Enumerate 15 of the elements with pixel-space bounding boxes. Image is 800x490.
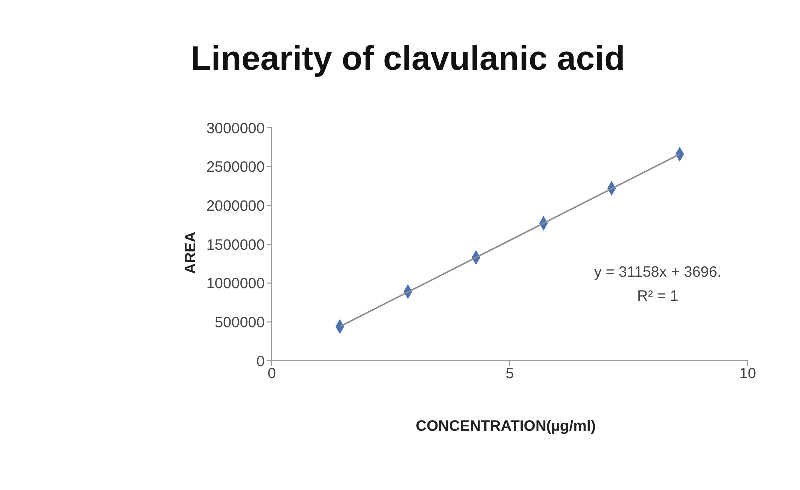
y-tick-label: 1000000 bbox=[206, 276, 265, 293]
y-tick-label: 1500000 bbox=[206, 236, 265, 254]
y-axis-title: AREA bbox=[182, 232, 200, 274]
y-tick-label: 0 bbox=[256, 353, 265, 370]
chart-title: Linearity of clavulanic acid bbox=[190, 40, 626, 79]
y-tick-label: 2000000 bbox=[206, 198, 265, 215]
x-axis-title: CONCENTRATION(µg/ml) bbox=[416, 418, 596, 435]
y-tick-label: 500000 bbox=[214, 314, 265, 332]
annotation: R² = 1 bbox=[637, 288, 679, 305]
y-tick-label: 2500000 bbox=[206, 159, 265, 176]
x-tick-label: 5 bbox=[506, 366, 514, 383]
x-tick-label: 10 bbox=[740, 366, 756, 383]
y-tick-label: 3000000 bbox=[206, 120, 265, 138]
x-tick-label: 0 bbox=[268, 366, 276, 383]
annotation: y = 31158x + 3696. bbox=[594, 264, 722, 281]
